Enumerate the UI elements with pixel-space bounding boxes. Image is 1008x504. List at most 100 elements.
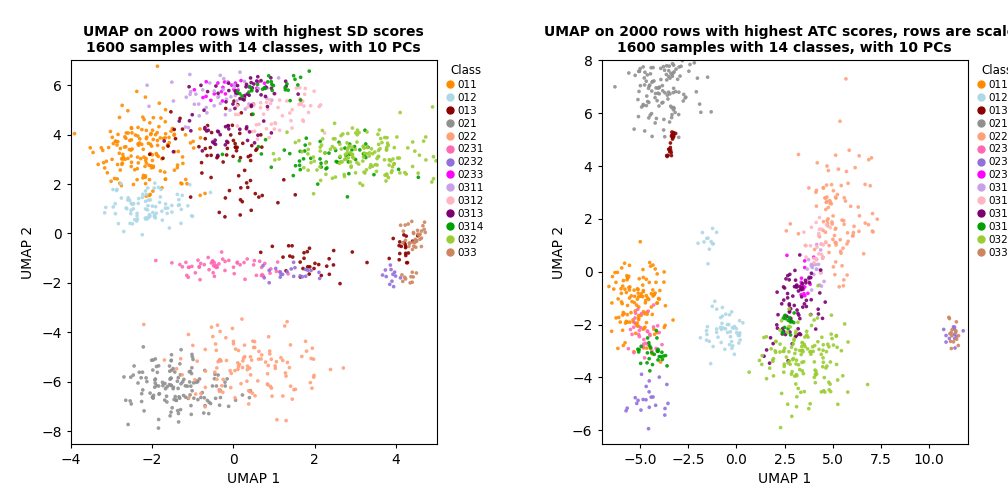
- 0314: [231, 157, 247, 165]
- 012: [699, 331, 715, 339]
- 0232: [303, 267, 320, 275]
- 032: [428, 157, 445, 165]
- 011: [123, 162, 139, 170]
- 022: [261, 333, 277, 341]
- 021: [166, 396, 182, 404]
- 0312: [231, 110, 247, 118]
- Legend: 011, 012, 013, 021, 022, 0231, 0232, 0233, 0311, 0312, 0313, 0314, 032, 033: 011, 012, 013, 021, 022, 0231, 0232, 023…: [446, 62, 486, 260]
- 032: [370, 153, 386, 161]
- 0231: [205, 257, 221, 265]
- 0313: [790, 287, 806, 295]
- 012: [706, 240, 722, 248]
- 021: [665, 61, 681, 69]
- 032: [398, 170, 414, 178]
- 032: [389, 133, 405, 141]
- 013: [233, 109, 249, 117]
- 0312: [809, 243, 826, 251]
- 011: [177, 175, 194, 183]
- 013: [242, 176, 258, 184]
- 021: [171, 393, 187, 401]
- 0313: [793, 293, 809, 301]
- 032: [337, 155, 353, 163]
- 011: [155, 144, 171, 152]
- 011: [649, 299, 665, 307]
- 012: [147, 179, 163, 187]
- 011: [129, 87, 145, 95]
- 011: [656, 268, 672, 276]
- 022: [836, 282, 852, 290]
- 021: [638, 49, 654, 57]
- 0231: [171, 261, 187, 269]
- 022: [865, 210, 881, 218]
- 013: [381, 255, 397, 263]
- 0314: [649, 347, 665, 355]
- 013: [225, 121, 241, 130]
- 0232: [949, 332, 965, 340]
- 0231: [649, 322, 665, 330]
- 0311: [139, 81, 155, 89]
- 013: [299, 247, 316, 256]
- 032: [793, 350, 809, 358]
- 022: [823, 198, 839, 206]
- 022: [253, 355, 269, 363]
- 0231: [207, 259, 223, 267]
- 0314: [643, 344, 659, 352]
- 012: [124, 220, 140, 228]
- 021: [163, 374, 179, 382]
- 0231: [262, 269, 278, 277]
- 0233: [210, 79, 226, 87]
- 0313: [782, 305, 798, 313]
- 032: [371, 153, 387, 161]
- 013: [226, 97, 242, 105]
- 0231: [635, 340, 651, 348]
- 0231: [236, 259, 252, 267]
- 021: [658, 61, 674, 70]
- 0312: [317, 129, 333, 137]
- 032: [314, 127, 331, 135]
- 0314: [654, 355, 670, 363]
- 021: [660, 88, 676, 96]
- 0311: [237, 78, 253, 86]
- 022: [172, 355, 188, 363]
- 0311: [199, 103, 215, 111]
- 032: [813, 333, 830, 341]
- 0313: [165, 148, 181, 156]
- 033: [415, 222, 431, 230]
- 033: [412, 230, 428, 238]
- 0312: [813, 250, 830, 259]
- 022: [212, 388, 228, 396]
- 022: [231, 362, 247, 370]
- 011: [629, 301, 645, 309]
- 032: [332, 152, 348, 160]
- 032: [351, 160, 367, 168]
- 022: [219, 356, 235, 364]
- 0312: [808, 256, 825, 264]
- 0314: [319, 158, 335, 166]
- 032: [829, 332, 845, 340]
- 0311: [141, 102, 157, 110]
- 032: [339, 139, 355, 147]
- 011: [613, 285, 629, 293]
- 0313: [774, 330, 790, 338]
- 021: [156, 396, 172, 404]
- 011: [116, 143, 132, 151]
- 012: [723, 328, 739, 336]
- 0311: [227, 81, 243, 89]
- 022: [833, 236, 849, 244]
- 032: [341, 143, 357, 151]
- 021: [643, 64, 659, 72]
- 021: [663, 50, 679, 58]
- 011: [125, 180, 141, 188]
- 012: [707, 297, 723, 305]
- 012: [732, 329, 748, 337]
- 032: [391, 154, 407, 162]
- 012: [116, 227, 132, 235]
- 011: [138, 159, 154, 167]
- 021: [644, 87, 660, 95]
- 013: [199, 152, 215, 160]
- 022: [862, 182, 878, 190]
- 022: [275, 356, 291, 364]
- 011: [590, 310, 606, 319]
- 032: [384, 167, 400, 175]
- 0312: [291, 84, 307, 92]
